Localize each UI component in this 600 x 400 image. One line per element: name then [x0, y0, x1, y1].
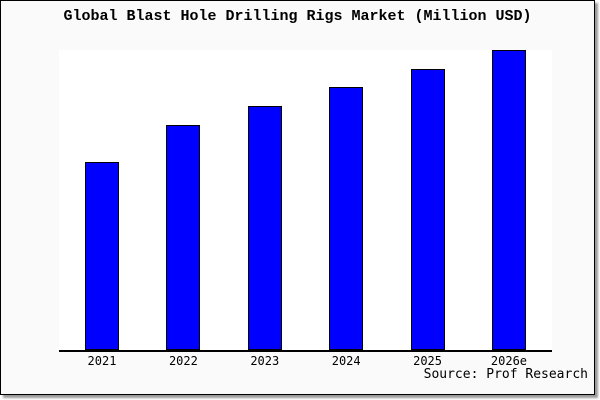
bar-2025: [410, 68, 445, 350]
bar-2026e: [491, 50, 526, 350]
x-tick-label-2021: 2021: [87, 354, 117, 368]
x-tick-label-2022: 2022: [168, 354, 198, 368]
bar-2022: [166, 124, 201, 350]
bar-2024: [329, 86, 364, 350]
bar-2021: [85, 161, 119, 350]
x-tick-label-2024: 2024: [331, 354, 361, 368]
chart-card: Global Blast Hole Drilling Rigs Market (…: [0, 0, 595, 395]
bar-2023: [247, 105, 282, 350]
x-tick-label-2025: 2025: [413, 354, 443, 368]
bar-series: [59, 50, 552, 350]
x-tick-label-2023: 2023: [250, 354, 280, 368]
x-axis: [59, 350, 552, 352]
chart-title: Global Blast Hole Drilling Rigs Market (…: [63, 8, 532, 25]
plot-area: [59, 50, 552, 352]
source-credit: Source: Prof Research: [423, 367, 588, 382]
x-tick-label-2026e: 2026e: [490, 354, 528, 368]
x-tick-labels: 2021 2022 2023 2024 2025 2026e: [59, 354, 552, 368]
